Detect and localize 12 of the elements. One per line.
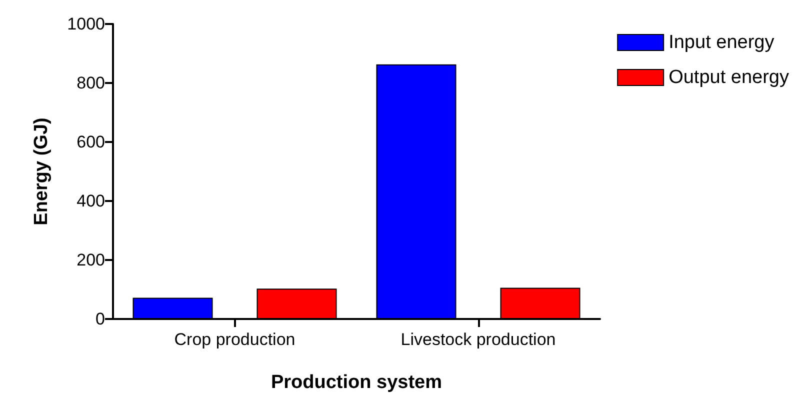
x-axis-title: Production system — [270, 372, 442, 393]
y-tick-label: 0 — [96, 310, 105, 328]
y-tick-label: 600 — [76, 132, 105, 152]
x-tick-label: Livestock production — [400, 330, 556, 349]
y-tick-label: 200 — [76, 250, 105, 270]
y-tick-label: 800 — [76, 74, 105, 92]
y-tick-label: 400 — [76, 192, 105, 210]
x-tick-label: Crop production — [174, 330, 296, 349]
y-tick-label: 1000 — [67, 14, 105, 34]
y-axis-title: Energy (GJ) — [31, 118, 52, 226]
legend-label: Input energy — [668, 32, 775, 53]
legend-label: Output energy — [668, 67, 790, 88]
